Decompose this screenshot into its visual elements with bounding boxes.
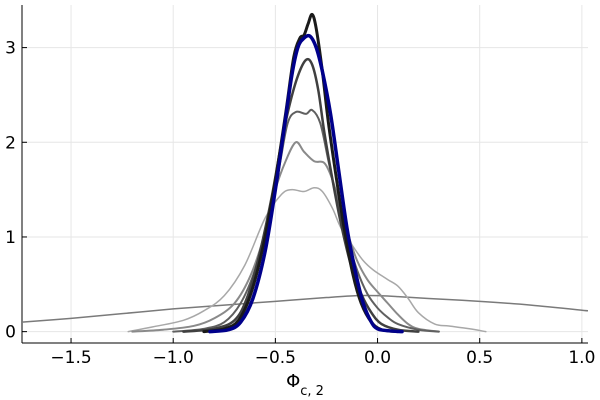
density-curve-1 [22, 294, 588, 323]
x-tick-label: −0.5 [255, 348, 296, 368]
grid-lines [22, 5, 588, 343]
density-curve-2 [127, 186, 487, 333]
x-tick-label: −1.0 [153, 348, 194, 368]
density-curve-7 [208, 33, 404, 334]
x-tick-label: −1.5 [50, 348, 91, 368]
tick-labels: −1.5 −1.0 −0.5 0.0 0.5 1.0 0 1 2 3 [5, 39, 595, 368]
x-tick-label: 1.0 [568, 348, 595, 368]
density-curve-4 [172, 108, 440, 333]
density-curve-5 [182, 57, 420, 333]
density-curve-6 [202, 12, 400, 334]
density-series [22, 12, 588, 334]
axes [21, 5, 588, 344]
density-curve-3 [131, 141, 440, 333]
x-axis-title-base: Φ [286, 371, 300, 392]
y-tick-label: 1 [5, 228, 16, 248]
y-tick-label: 2 [5, 133, 16, 153]
x-axis-title: Φc, 2 [286, 371, 324, 399]
x-axis-title-subscript: c, 2 [300, 384, 324, 399]
x-tick-label: 0.0 [364, 348, 391, 368]
x-tick-label: 0.5 [466, 348, 493, 368]
y-tick-label: 3 [5, 39, 16, 59]
y-tick-label: 0 [5, 323, 16, 343]
